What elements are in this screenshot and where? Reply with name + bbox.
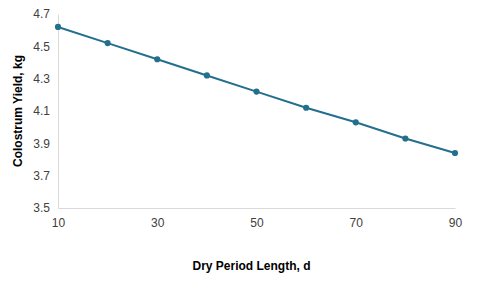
chart: 10 30 50 70 90 3.5 3.7 3.9 4.1 4.3 4.5 4.7 Dry Perio… xyxy=(0,0,480,289)
marker xyxy=(402,135,408,141)
tick: 4.3 xyxy=(33,72,58,86)
tick: 4.1 xyxy=(33,104,58,118)
marker xyxy=(55,24,61,30)
x-axis-title: Dry Period Length, d xyxy=(192,259,310,273)
tick: 10 xyxy=(52,208,66,230)
tick-label: 4.7 xyxy=(33,7,50,21)
marker xyxy=(154,56,160,62)
tick-label: 4.5 xyxy=(33,40,50,54)
axis-line xyxy=(59,208,456,209)
marker xyxy=(452,150,458,156)
tick: 3.5 xyxy=(33,201,58,215)
marker xyxy=(204,72,210,78)
marker xyxy=(105,40,111,46)
tick: 30 xyxy=(151,208,165,230)
tick-label: 3.7 xyxy=(33,169,50,183)
tick-label: 90 xyxy=(449,216,463,230)
x-axis: 10 30 50 70 90 xyxy=(52,208,463,230)
tick: 70 xyxy=(350,208,364,230)
plot-area: 10 30 50 70 90 3.5 3.7 3.9 4.1 4.3 4.5 4.7 xyxy=(33,7,462,229)
tick-label: 10 xyxy=(52,216,66,230)
tick: 4.7 xyxy=(33,7,58,21)
tick-label: 3.5 xyxy=(33,201,50,215)
tick: 90 xyxy=(449,208,463,230)
tick-label: 50 xyxy=(250,216,264,230)
tick-label: 30 xyxy=(151,216,165,230)
tick: 4.5 xyxy=(33,40,58,54)
marker xyxy=(253,89,259,95)
tick: 50 xyxy=(250,208,264,230)
axis-line xyxy=(58,15,59,209)
tick-label: 4.3 xyxy=(33,72,50,86)
tick-label: 3.9 xyxy=(33,137,50,151)
marker xyxy=(303,105,309,111)
y-axis-title: Colostrum Yield, kg xyxy=(11,55,25,167)
tick-label: 4.1 xyxy=(33,104,50,118)
tick: 3.9 xyxy=(33,137,58,151)
line xyxy=(58,27,455,153)
marker xyxy=(353,119,359,125)
tick-label: 70 xyxy=(350,216,364,230)
tick: 3.7 xyxy=(33,169,58,183)
series xyxy=(55,24,458,156)
y-axis: 3.5 3.7 3.9 4.1 4.3 4.5 4.7 xyxy=(33,7,58,215)
